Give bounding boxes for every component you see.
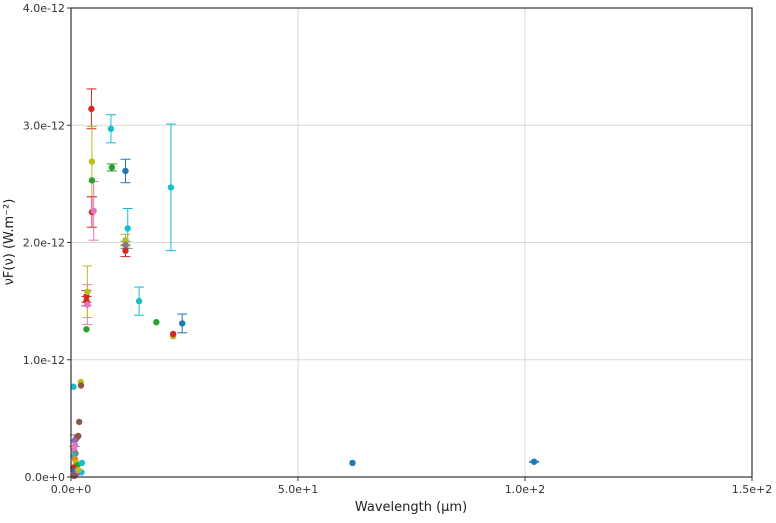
y-axis-title: νF(ν) (W.m⁻²): [2, 199, 17, 286]
data-point: [135, 297, 143, 305]
data-point: [75, 466, 82, 474]
data-point: [71, 437, 78, 444]
data-point: [88, 105, 95, 113]
data-point: [75, 418, 83, 426]
data-point: [530, 458, 538, 465]
data-point: [153, 319, 160, 326]
data-point: [122, 167, 129, 175]
data-point: [124, 225, 131, 232]
data-point: [77, 382, 85, 389]
x-tick-label: 5.0e+1: [278, 483, 318, 496]
grid-lines: [71, 8, 752, 477]
data-point: [88, 158, 96, 165]
data-point: [122, 236, 129, 244]
data-point: [83, 326, 90, 333]
y-tick-label: 4.0e-12: [23, 2, 65, 15]
x-axis-title: Wavelength (µm): [355, 500, 467, 515]
data-point: [167, 184, 175, 191]
data-point: [78, 459, 86, 467]
data-point: [90, 207, 97, 215]
data-point: [122, 241, 129, 249]
data-point: [169, 330, 177, 338]
x-tick-label: 0.0e+0: [51, 483, 91, 496]
data-points: [70, 105, 538, 480]
y-tick-label: 1.0e-12: [23, 354, 65, 367]
data-point: [70, 383, 77, 390]
data-point: [107, 125, 115, 132]
y-axis-ticks: 0.0e+0 1.0e-12 2.0e-12 3.0e-12 4.0e-12: [23, 2, 71, 484]
y-tick-label: 3.0e-12: [23, 119, 65, 132]
y-tick-label: 0.0e+0: [25, 471, 65, 484]
x-tick-label: 1.5e+2: [732, 483, 772, 496]
data-point: [70, 472, 78, 480]
x-tick-label: 1.0e+2: [505, 483, 545, 496]
data-point: [349, 459, 356, 467]
data-point: [122, 247, 129, 254]
data-point: [84, 301, 91, 308]
x-axis-ticks: 0.0e+0 5.0e+1 1.0e+2 1.5e+2: [51, 477, 772, 496]
data-point: [88, 177, 96, 184]
data-point: [84, 288, 91, 295]
data-point: [108, 164, 116, 171]
data-point: [179, 320, 186, 327]
y-tick-label: 2.0e-12: [23, 237, 65, 250]
